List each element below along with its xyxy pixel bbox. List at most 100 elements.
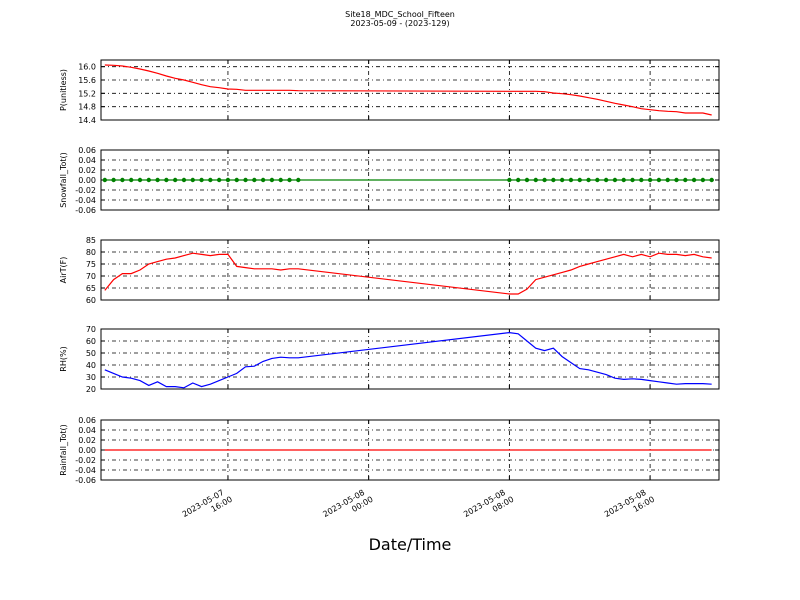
y-tick-label: -0.02 <box>75 186 96 195</box>
y-tick-label: 65 <box>86 284 96 293</box>
y-tick-label: 60 <box>86 296 96 305</box>
y-tick-label: 40 <box>86 361 96 370</box>
y-tick-label: 80 <box>86 248 96 257</box>
data-point <box>586 177 591 183</box>
data-line <box>104 64 712 116</box>
y-tick-label: -0.06 <box>75 476 96 485</box>
y-tick-label: -0.04 <box>75 196 96 205</box>
y-tick-label: 0.02 <box>78 166 96 175</box>
y-tick-label: 16.0 <box>78 63 96 72</box>
data-point <box>111 177 116 183</box>
data-point <box>683 177 688 183</box>
data-point <box>296 177 301 183</box>
data-point <box>243 177 248 183</box>
y-tick-label: -0.02 <box>75 456 96 465</box>
data-point <box>621 177 626 183</box>
y-tick-label: 30 <box>86 373 96 382</box>
y-axis-label: RH(%) <box>59 346 68 371</box>
y-tick-label: 15.6 <box>78 76 96 85</box>
x-tick-label: 2023-05-0808:00 <box>462 486 515 528</box>
chart-title: Site18_MDC_School_Fifteen <box>345 10 455 19</box>
data-point <box>568 177 574 183</box>
y-tick-label: 85 <box>86 236 96 245</box>
y-tick-label: -0.04 <box>75 466 96 475</box>
data-line <box>104 252 712 295</box>
data-point <box>216 177 222 183</box>
data-point <box>146 177 151 183</box>
data-point <box>524 177 530 183</box>
data-point <box>665 177 670 183</box>
data-point <box>647 177 653 183</box>
y-tick-label: 75 <box>86 260 96 269</box>
plot-frame <box>100 59 720 121</box>
y-tick-label: 0.04 <box>78 156 96 165</box>
plot-frame <box>100 239 720 301</box>
x-tick-label: 2023-05-0816:00 <box>603 486 656 528</box>
y-tick-label: 15.2 <box>78 89 96 98</box>
data-point <box>559 177 565 183</box>
data-line <box>104 331 712 389</box>
y-tick-label: 0.06 <box>78 146 96 155</box>
data-point <box>656 177 662 183</box>
y-tick-label: 0.02 <box>78 436 96 445</box>
data-point <box>278 177 283 183</box>
data-point <box>102 177 108 183</box>
data-point <box>190 177 195 183</box>
y-tick-label: 0.06 <box>78 416 96 425</box>
data-point <box>181 177 187 183</box>
data-point <box>542 177 547 183</box>
y-tick-label: 0.00 <box>78 446 96 455</box>
data-point <box>533 177 538 183</box>
data-point <box>208 177 213 183</box>
data-point <box>199 177 204 183</box>
data-point <box>577 177 582 183</box>
data-point <box>603 177 609 183</box>
x-axis-label: Date/Time <box>369 535 452 554</box>
data-point <box>252 177 257 183</box>
data-point <box>287 177 292 183</box>
y-tick-label: 70 <box>86 272 96 281</box>
y-tick-label: 60 <box>86 337 96 346</box>
y-tick-label: 70 <box>86 325 96 334</box>
data-point <box>709 177 714 183</box>
plot-frame <box>100 419 720 481</box>
data-point <box>137 177 143 183</box>
data-point <box>260 177 266 183</box>
y-axis-label: AirT(F) <box>59 257 68 284</box>
y-tick-label: 0.00 <box>78 176 96 185</box>
plot-frame <box>100 149 720 211</box>
data-point <box>612 177 618 183</box>
plot-frame <box>100 328 720 390</box>
x-tick-label: 2023-05-0716:00 <box>181 486 234 528</box>
data-point <box>120 177 125 183</box>
y-axis-label: P(unitless) <box>59 69 68 111</box>
data-point <box>630 177 635 183</box>
data-point <box>551 177 556 183</box>
data-point <box>691 177 697 183</box>
data-point <box>515 177 521 183</box>
data-point <box>269 177 275 183</box>
y-tick-label: 14.8 <box>78 103 96 112</box>
data-point <box>674 177 679 183</box>
y-tick-label: 20 <box>86 385 96 394</box>
x-tick-label: 2023-05-0800:00 <box>321 486 374 528</box>
y-tick-label: -0.06 <box>75 206 96 215</box>
data-point <box>700 177 706 183</box>
y-tick-label: 0.04 <box>78 426 96 435</box>
data-point <box>164 177 169 183</box>
data-point <box>639 177 644 183</box>
data-point <box>507 177 512 183</box>
y-axis-label: Rainfall_Tot() <box>59 424 68 476</box>
y-axis-label: Snowfall_Tot() <box>59 152 68 208</box>
data-point <box>172 177 178 183</box>
y-tick-label: 14.4 <box>78 116 96 125</box>
data-point <box>595 177 600 183</box>
data-point <box>128 177 134 183</box>
y-tick-label: 50 <box>86 349 96 358</box>
data-point <box>234 177 239 183</box>
chart-subtitle: 2023-05-09 - (2023-129) <box>350 19 449 28</box>
data-point <box>225 177 231 183</box>
data-point <box>155 177 160 183</box>
